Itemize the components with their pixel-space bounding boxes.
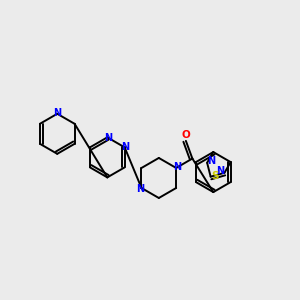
Text: N: N bbox=[173, 162, 181, 172]
Text: S: S bbox=[211, 171, 219, 181]
Text: O: O bbox=[182, 130, 190, 140]
Text: N: N bbox=[53, 108, 61, 118]
Text: N: N bbox=[216, 166, 224, 176]
Text: N: N bbox=[207, 156, 215, 166]
Text: N: N bbox=[136, 184, 144, 194]
Text: N: N bbox=[104, 133, 112, 143]
Text: N: N bbox=[121, 142, 129, 152]
